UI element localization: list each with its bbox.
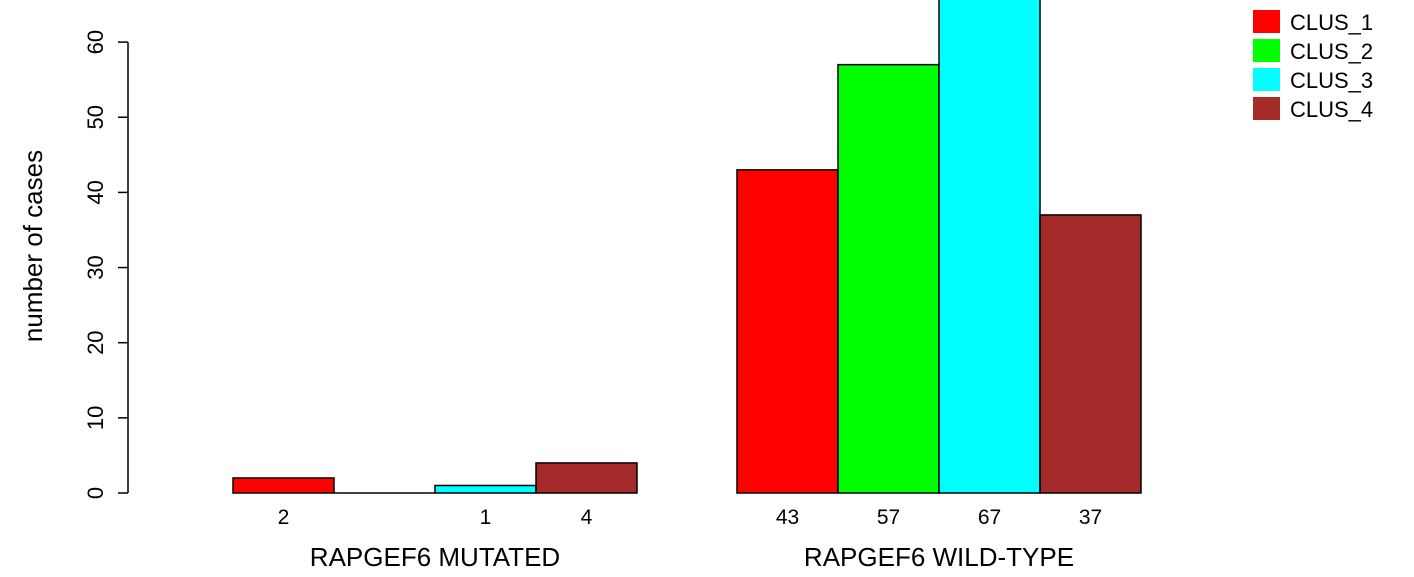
bar-clus-3: [938, 0, 1041, 494]
bar-value-label: 67: [978, 506, 1001, 529]
legend-swatch: [1253, 10, 1280, 33]
legend-label: CLUS_4: [1290, 97, 1373, 122]
legend-label: CLUS_1: [1290, 10, 1373, 35]
bar-clus-2: [837, 63, 940, 494]
y-tick-label: 30: [83, 255, 108, 279]
bar-clus-4: [1039, 214, 1142, 494]
y-tick-label: 20: [83, 330, 108, 354]
bar-value-label: 1: [480, 506, 492, 529]
bar-value-label: 57: [877, 506, 900, 529]
y-tick-label: 10: [83, 406, 108, 430]
bar-clus-4: [535, 462, 638, 494]
bar-value-label: 37: [1079, 506, 1102, 529]
y-axis: 0 10 20 30 40 50 60: [83, 30, 129, 499]
bars: [232, 0, 1142, 494]
bar-value-label: 2: [278, 506, 290, 529]
y-axis-title: number of cases: [18, 150, 48, 342]
group-labels: RAPGEF6 MUTATED RAPGEF6 WILD-TYPE: [310, 542, 1074, 572]
legend-label: CLUS_2: [1290, 39, 1373, 64]
legend: CLUS_1 CLUS_2 CLUS_3 CLUS_4: [1253, 10, 1373, 122]
legend-swatch: [1253, 68, 1280, 91]
bar-clus-3: [434, 484, 537, 494]
bar-clus-1: [736, 169, 839, 494]
y-tick-label: 50: [83, 105, 108, 129]
category-label: RAPGEF6 WILD-TYPE: [804, 542, 1074, 572]
bar-clus-1: [232, 477, 335, 494]
y-tick-label: 60: [83, 30, 108, 54]
bar-labels: 2 1 4 43 57 67 37: [278, 506, 1103, 529]
y-tick-label: 40: [83, 180, 108, 204]
legend-swatch: [1253, 97, 1280, 120]
legend-label: CLUS_3: [1290, 68, 1373, 93]
y-tick-label: 0: [83, 487, 108, 499]
bar-value-label: 43: [776, 506, 799, 529]
legend-swatch: [1253, 39, 1280, 62]
bar-value-label: 4: [581, 506, 593, 529]
category-label: RAPGEF6 MUTATED: [310, 542, 560, 572]
